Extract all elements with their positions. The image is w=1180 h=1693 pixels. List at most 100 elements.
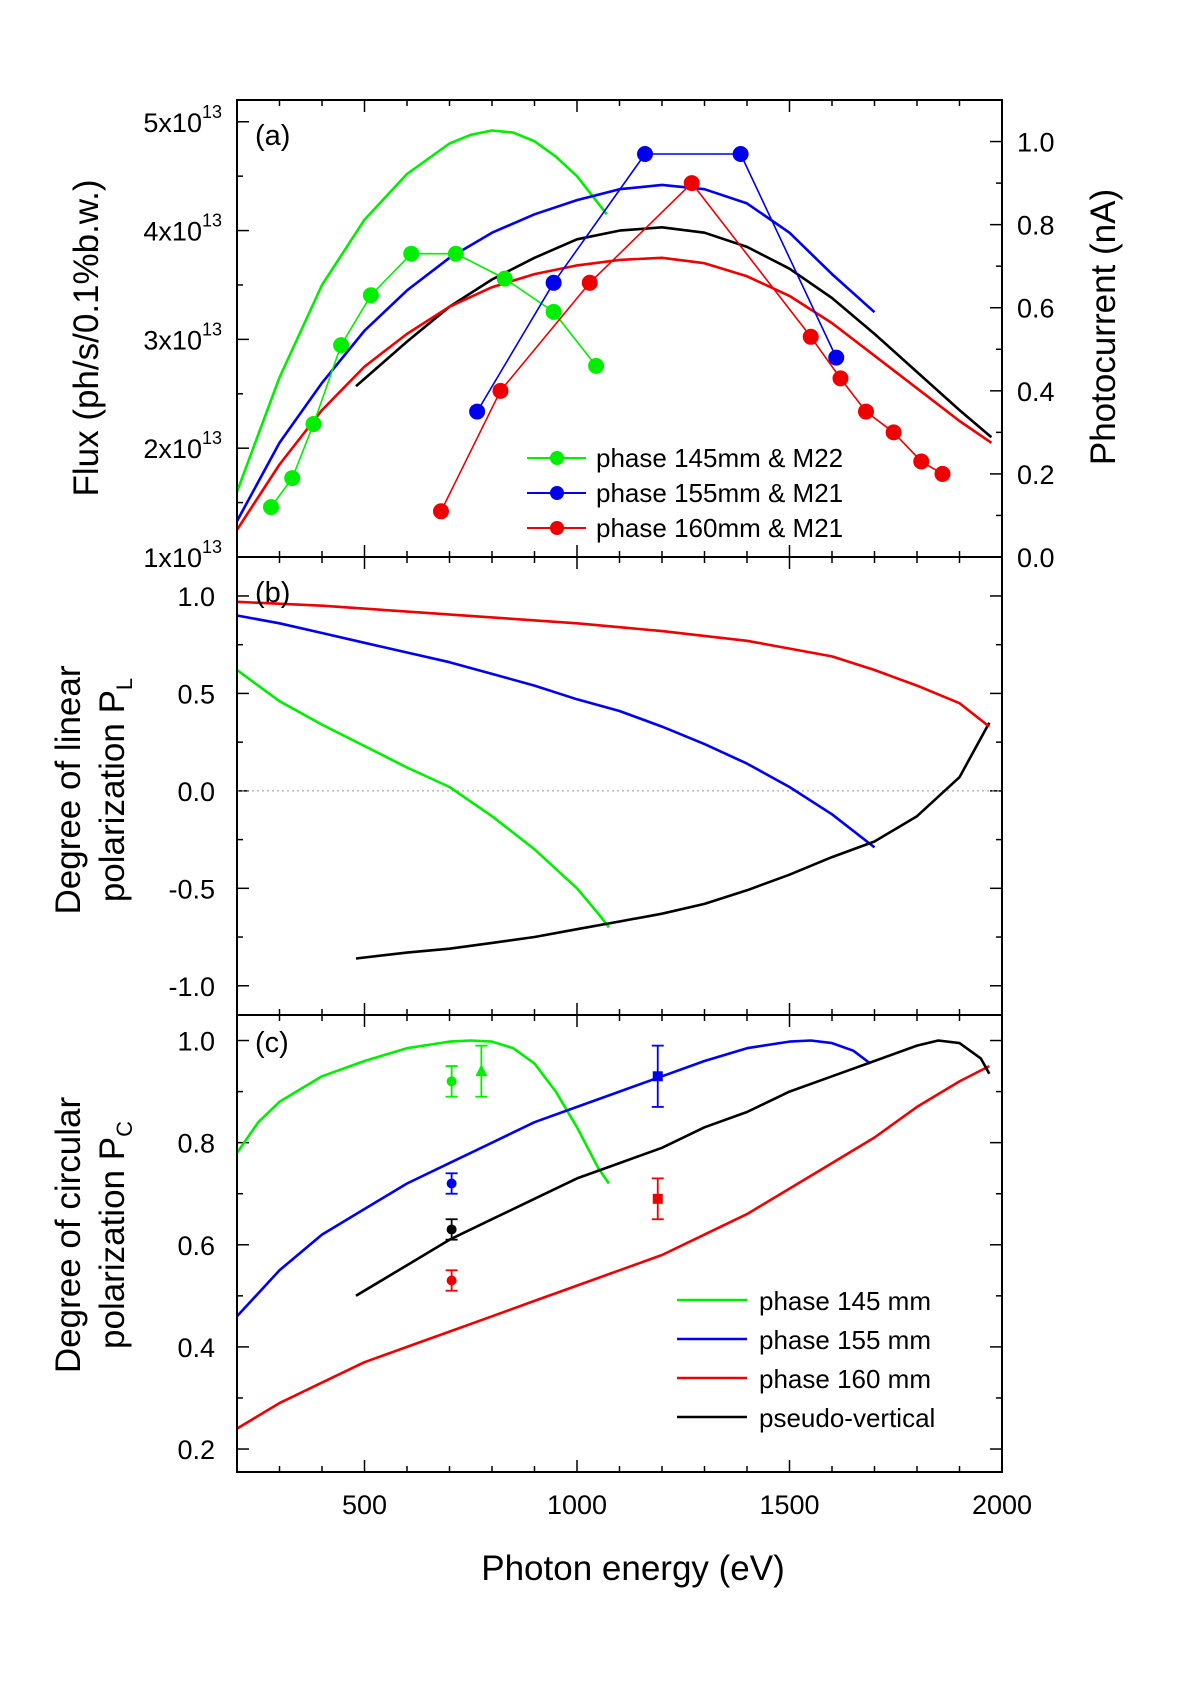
y-axis-title-linear-line2: polarization PL	[93, 678, 137, 902]
y-axis-title-photocurrent: Photocurrent (nA)	[1084, 189, 1123, 465]
data-point	[545, 303, 562, 320]
legend-marker-155-m21	[550, 486, 564, 500]
y-tick-label-photocurrent: 0.0	[1017, 543, 1055, 573]
plot-layer: 1x10132x10133x10134x10135x10130.00.20.40…	[143, 99, 1055, 1520]
y-tick-label-photocurrent: 0.6	[1017, 294, 1055, 324]
data-point	[433, 503, 449, 520]
y-tick-label-flux: 4x1013	[143, 211, 222, 247]
data-point	[469, 403, 486, 420]
y-tick-label-flux: 1x1013	[143, 537, 222, 573]
data-point	[447, 245, 464, 262]
data-point	[588, 357, 605, 374]
series-line	[235, 183, 876, 522]
y-axis-title-circular-line2: polarization PC	[93, 1121, 137, 1349]
legend-label-phase-145: phase 145 mm	[759, 1286, 931, 1316]
y-tick-exponent: 13	[202, 537, 222, 557]
y-tick-mantissa: 2x10	[143, 434, 202, 464]
y-axis-title-linear-main: polarization P	[93, 690, 132, 902]
y-tick-mantissa: 5x10	[143, 108, 202, 138]
y-tick-label: 0.2	[177, 1435, 215, 1465]
y-axis-title-flux: Flux (ph/s/0.1%b.w.)	[67, 179, 106, 496]
measurement-point	[475, 1064, 488, 1077]
data-point	[403, 245, 420, 262]
series-line	[235, 256, 993, 531]
series-line	[236, 1039, 872, 1318]
series-line	[235, 1039, 610, 1185]
measurement-point	[446, 1076, 457, 1087]
legend-marker-145-m22	[550, 451, 564, 465]
y-tick-label: 0.6	[177, 1231, 215, 1261]
data-point	[492, 382, 509, 399]
y-tick-label-flux: 2x1013	[143, 428, 222, 464]
y-tick-label-flux: 5x1013	[143, 102, 222, 138]
data-point	[545, 274, 562, 291]
y-tick-exponent: 13	[202, 428, 222, 448]
y-axis-title-linear-subscript: L	[112, 678, 137, 690]
y-axis-title-circular-line1: Degree of circular	[49, 1097, 88, 1374]
y-tick-label-flux: 3x1013	[143, 319, 222, 355]
data-point	[828, 349, 845, 366]
measurement-point	[446, 1178, 457, 1189]
measurement-point	[652, 1071, 663, 1082]
y-tick-label: -0.5	[168, 874, 215, 904]
legend-marker-160-m21	[550, 521, 564, 535]
data-point	[934, 465, 951, 482]
data-point	[637, 146, 653, 163]
measurement-point	[446, 1224, 457, 1235]
x-axis-title: Photon energy (eV)	[481, 1549, 785, 1588]
y-tick-label: 1.0	[177, 1027, 215, 1057]
legend-label-phase-155: phase 155 mm	[759, 1325, 931, 1355]
series-line	[355, 722, 991, 960]
x-tick-label: 1000	[547, 1490, 607, 1520]
data-point	[496, 270, 513, 287]
panel-frame	[236, 556, 1003, 1016]
y-tick-label: 0.0	[177, 777, 215, 807]
series-line	[236, 668, 610, 929]
y-tick-exponent: 13	[202, 319, 222, 339]
data-point	[333, 337, 350, 354]
y-tick-label: 0.8	[177, 1129, 215, 1159]
x-tick-label: 1500	[759, 1490, 819, 1520]
data-point	[858, 403, 874, 420]
data-point	[305, 416, 322, 433]
y-tick-mantissa: 1x10	[143, 543, 202, 573]
y-tick-label: 0.5	[177, 679, 215, 709]
y-tick-label: -1.0	[168, 972, 215, 1002]
y-tick-label-photocurrent: 0.8	[1017, 211, 1055, 241]
measurement-point	[446, 1275, 457, 1286]
panel-label-a: (a)	[255, 120, 290, 152]
data-point	[732, 146, 749, 163]
series-line	[236, 1064, 990, 1430]
series-line	[236, 600, 991, 728]
series-line	[270, 252, 597, 508]
y-tick-mantissa: 4x10	[143, 217, 202, 247]
data-point	[683, 175, 700, 192]
legend-panel-a: phase 145mm & M22 phase 155mm & M21 phas…	[527, 443, 843, 543]
series-line	[355, 226, 993, 439]
legend-label-160-m21: phase 160mm & M21	[596, 513, 843, 543]
y-axis-title-circular-main: polarization P	[93, 1137, 132, 1349]
measurement-point	[652, 1193, 663, 1204]
data-point	[362, 287, 379, 304]
legend-label-pseudo-vertical: pseudo-vertical	[759, 1403, 935, 1433]
x-tick-label: 500	[342, 1490, 387, 1520]
y-tick-mantissa: 3x10	[143, 325, 202, 355]
panel-label-b: (b)	[255, 577, 290, 609]
legend-label-phase-160: phase 160 mm	[759, 1364, 931, 1394]
panel-label-c: (c)	[255, 1027, 289, 1059]
y-axis-title-circular-subscript: C	[112, 1121, 137, 1137]
data-point	[913, 453, 930, 470]
data-point	[263, 499, 279, 516]
y-tick-label: 0.4	[177, 1333, 215, 1363]
y-tick-label-photocurrent: 0.2	[1017, 460, 1055, 490]
y-axis-title-linear-line1: Degree of linear	[49, 665, 88, 914]
y-tick-exponent: 13	[202, 102, 222, 122]
data-point	[802, 328, 819, 345]
data-point	[284, 470, 301, 487]
data-point	[885, 424, 902, 441]
y-tick-label-photocurrent: 1.0	[1017, 128, 1055, 158]
legend-label-145-m22: phase 145mm & M22	[596, 443, 843, 473]
series-line	[440, 182, 943, 512]
series-line	[476, 153, 838, 413]
